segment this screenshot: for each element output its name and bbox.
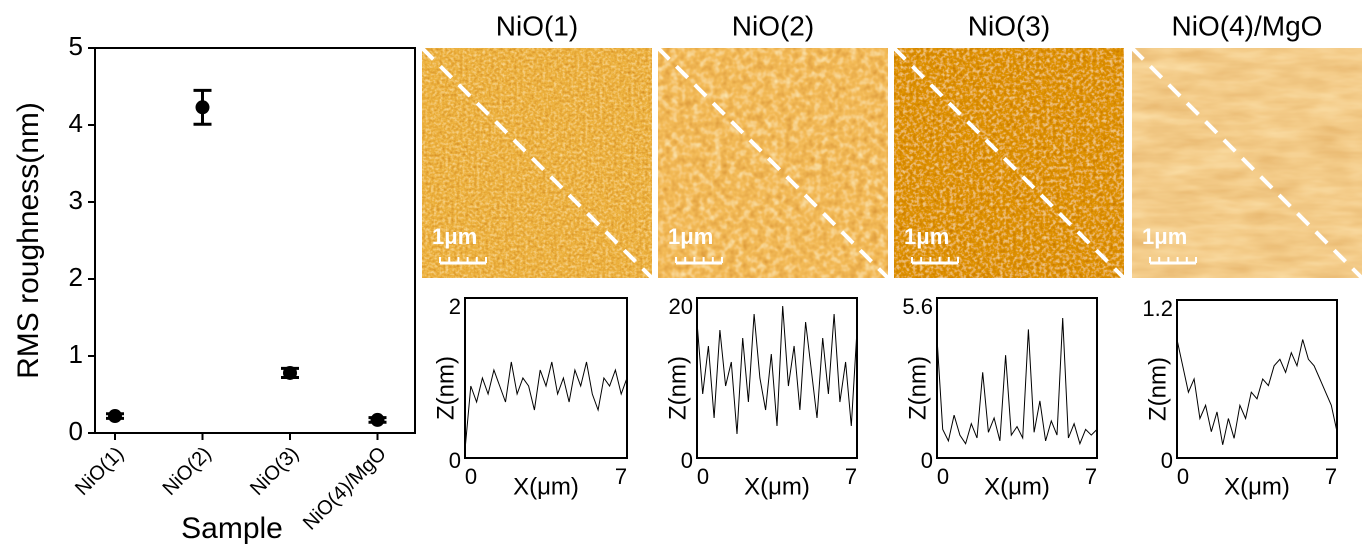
x-axis-label: X(μm) [984, 473, 1050, 500]
x-tick-label: NiO(2) [159, 443, 216, 500]
image-title: NiO(3) [968, 10, 1050, 41]
y-tick-label: 0 [681, 448, 693, 473]
profile-cut-line [1130, 46, 1364, 280]
x-tick-label: NiO(4)/MgO [299, 443, 391, 535]
x-axis-label: X(μm) [1224, 473, 1290, 500]
x-tick-label: 0 [697, 464, 709, 489]
x-tick-label: 0 [1177, 464, 1189, 489]
x-tick-label: NiO(1) [71, 443, 128, 500]
y-tick-label: 3 [69, 185, 83, 215]
profile-frame [464, 297, 628, 459]
y-tick-label: 5.6 [902, 294, 933, 319]
figure-content: 0 1 2 3 4 5 RMS roughness(nm) Sample NiO(1) NiO(2… [12, 10, 1364, 545]
scale-bar-label: 1μm [1142, 224, 1187, 249]
y-tick-label: 1 [69, 339, 83, 369]
data-point [370, 412, 385, 427]
data-point [108, 409, 122, 424]
y-axis-label: Z(nm) [432, 356, 459, 420]
x-tick-label: 0 [937, 464, 949, 489]
y-tick-label: 2 [449, 294, 461, 319]
x-tick-label: 7 [845, 464, 857, 489]
profile-line [1176, 339, 1338, 445]
y-tick-label: 0 [1161, 448, 1173, 473]
x-axis-label: X(μm) [744, 473, 810, 500]
y-tick-label: 2 [69, 262, 83, 292]
x-tick-label: 7 [1085, 464, 1097, 489]
x-tick-label: 7 [615, 464, 627, 489]
x-axis-label: X(μm) [513, 473, 579, 500]
y-axis-label: Z(nm) [664, 356, 691, 420]
y-tick-label: 0 [921, 448, 933, 473]
scale-bar-label: 1μm [668, 224, 713, 249]
data-point [195, 100, 210, 115]
y-tick-label: 0 [449, 448, 461, 473]
x-tick-label: NiO(3) [246, 443, 303, 500]
y-tick-label: 5 [69, 31, 83, 61]
y-tick-label: 20 [669, 294, 693, 319]
profile-frame [696, 297, 858, 459]
profile-cut-line [892, 46, 1126, 280]
y-tick-label: 1.2 [1142, 296, 1173, 321]
plot-frame [94, 47, 416, 434]
profile-line [464, 361, 628, 451]
y-axis-label: RMS roughness(nm) [12, 102, 45, 379]
image-title: NiO(2) [732, 10, 814, 41]
image-title: NiO(4)/MgO [1172, 10, 1323, 41]
profile-frame [1176, 299, 1338, 459]
y-axis-label: Z(nm) [1144, 357, 1171, 421]
y-axis-label: Z(nm) [904, 356, 931, 420]
profile-frame [936, 297, 1098, 459]
x-tick-label: 0 [465, 464, 477, 489]
y-tick-label: 0 [69, 416, 83, 446]
scale-bar-label: 1μm [904, 224, 949, 249]
profile-cut-line [656, 46, 890, 280]
profile-cut-line [420, 46, 654, 280]
profile-line [936, 317, 1098, 446]
x-tick-label: 7 [1325, 464, 1337, 489]
image-title: NiO(1) [496, 10, 578, 41]
x-axis-label: Sample [181, 512, 283, 545]
scale-bar-label: 1μm [432, 224, 477, 249]
profile-line [696, 305, 858, 435]
data-point [283, 365, 297, 380]
y-tick-label: 4 [69, 108, 83, 138]
